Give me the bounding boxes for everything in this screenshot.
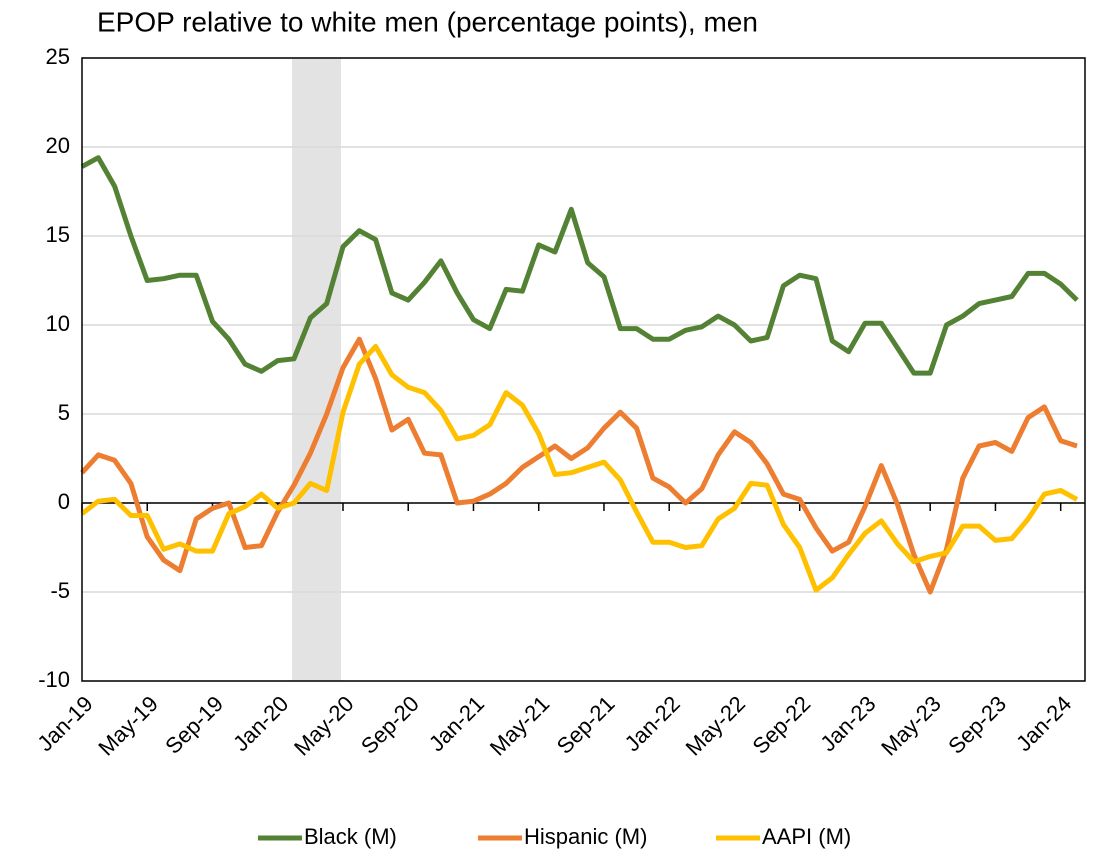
chart-title: EPOP relative to white men (percentage p… — [97, 6, 758, 37]
y-tick-label: 15 — [46, 222, 70, 247]
plot-border — [81, 57, 1086, 682]
x-tick-label: Jan-24 — [1011, 691, 1076, 756]
y-tick-label: -10 — [38, 667, 70, 692]
series-line — [80, 336, 1078, 595]
x-tick-label: Jan-21 — [424, 691, 489, 756]
x-tick-label: Jan-23 — [815, 691, 880, 756]
y-tick-label: 0 — [58, 489, 70, 514]
y-tick-label: 5 — [58, 400, 70, 425]
y-tick-label: 10 — [46, 311, 70, 336]
x-tick-label: May-21 — [485, 691, 555, 761]
x-tick-label: Jan-19 — [32, 691, 97, 756]
x-tick-label: Jan-22 — [620, 691, 685, 756]
x-tick-label: Sep-23 — [943, 691, 1011, 759]
x-tick-label: May-19 — [93, 691, 163, 761]
x-tick-label: Jan-20 — [228, 691, 293, 756]
y-tick-label: 20 — [46, 133, 70, 158]
x-tick-label: May-23 — [876, 691, 946, 761]
legend-label: Black (M) — [304, 824, 397, 849]
series-line — [80, 155, 1079, 376]
legend-label: AAPI (M) — [762, 824, 851, 849]
x-tick-label: May-22 — [681, 691, 751, 761]
series-line — [80, 343, 1079, 593]
y-tick-label: 25 — [46, 44, 70, 69]
x-tick-label: Sep-19 — [160, 691, 228, 759]
x-tick-label: Sep-20 — [356, 691, 424, 759]
legend-label: Hispanic (M) — [524, 824, 647, 849]
y-tick-label: -5 — [50, 578, 70, 603]
x-tick-label: Sep-22 — [748, 691, 816, 759]
x-tick-label: May-20 — [289, 691, 359, 761]
recession-shading — [292, 58, 341, 681]
x-tick-label: Sep-21 — [552, 691, 620, 759]
